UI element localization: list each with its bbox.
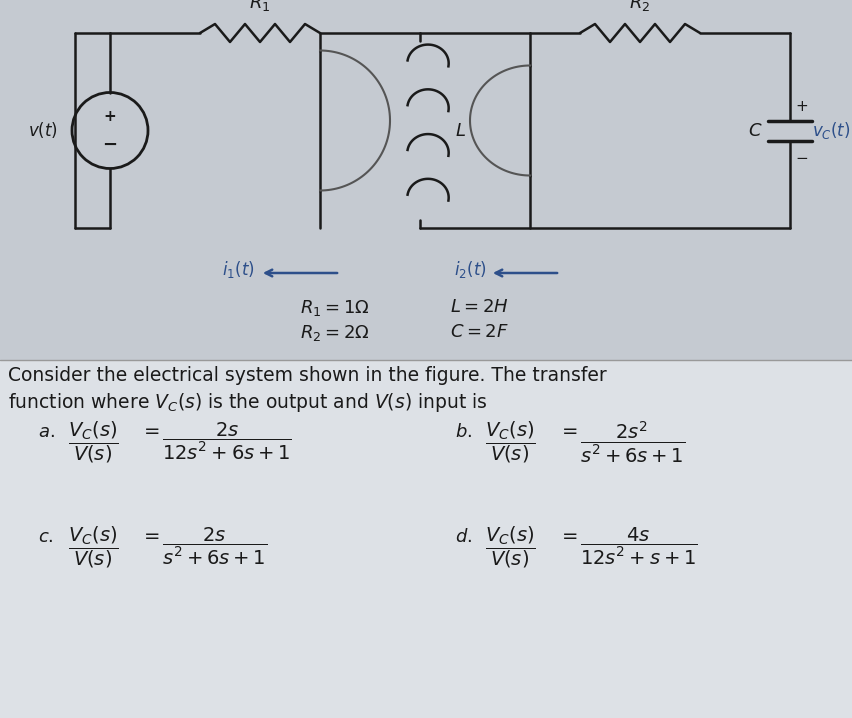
Text: $\dfrac{2s}{12s^2+6s+1}$: $\dfrac{2s}{12s^2+6s+1}$	[162, 420, 292, 462]
Text: $\dfrac{V_C(s)}{V(s)}$: $\dfrac{V_C(s)}{V(s)}$	[68, 525, 118, 570]
Text: $+$: $+$	[795, 99, 809, 114]
Text: $R_2$: $R_2$	[630, 0, 651, 13]
Text: $=$: $=$	[140, 525, 160, 544]
Text: Consider the electrical system shown in the figure. The transfer: Consider the electrical system shown in …	[8, 366, 607, 385]
Text: $R_1$: $R_1$	[250, 0, 271, 13]
Text: $i_1(t)$: $i_1(t)$	[222, 259, 255, 281]
Text: $d.$: $d.$	[455, 528, 472, 546]
Text: $\dfrac{4s}{12s^2+s+1}$: $\dfrac{4s}{12s^2+s+1}$	[580, 525, 698, 567]
Text: function where $V_C(s)$ is the output and $V(s)$ input is: function where $V_C(s)$ is the output an…	[8, 391, 487, 414]
Text: $C = 2F$: $C = 2F$	[450, 323, 509, 341]
Text: $L = 2H$: $L = 2H$	[450, 298, 509, 316]
Text: $b.$: $b.$	[455, 423, 472, 441]
Text: $L$: $L$	[455, 121, 466, 139]
Text: $=$: $=$	[558, 420, 579, 439]
Text: $\dfrac{V_C(s)}{V(s)}$: $\dfrac{V_C(s)}{V(s)}$	[485, 525, 536, 570]
Text: $R_1 = 1\Omega$: $R_1 = 1\Omega$	[300, 298, 370, 318]
Text: $\dfrac{2s^2}{s^2+6s+1}$: $\dfrac{2s^2}{s^2+6s+1}$	[580, 420, 685, 465]
Text: $c.$: $c.$	[38, 528, 54, 546]
Text: $\dfrac{V_C(s)}{V(s)}$: $\dfrac{V_C(s)}{V(s)}$	[485, 420, 536, 465]
Text: $a.$: $a.$	[38, 423, 55, 441]
Text: $R_2 = 2\Omega$: $R_2 = 2\Omega$	[300, 323, 370, 343]
Bar	[0, 360, 852, 718]
Text: $-$: $-$	[795, 149, 809, 164]
Text: $\dfrac{2s}{s^2+6s+1}$: $\dfrac{2s}{s^2+6s+1}$	[162, 525, 268, 567]
Text: $v_C(t)$: $v_C(t)$	[812, 120, 850, 141]
Text: $=$: $=$	[558, 525, 579, 544]
Text: $\dfrac{V_C(s)}{V(s)}$: $\dfrac{V_C(s)}{V(s)}$	[68, 420, 118, 465]
Text: +: +	[104, 109, 117, 124]
Text: $v(t)$: $v(t)$	[28, 121, 58, 141]
Text: $=$: $=$	[140, 420, 160, 439]
Text: −: −	[102, 136, 118, 154]
Text: $i_2(t)$: $i_2(t)$	[454, 259, 487, 281]
Text: $C$: $C$	[748, 121, 763, 139]
